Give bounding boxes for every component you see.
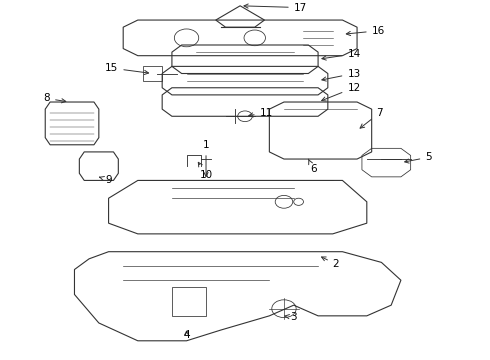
Text: 15: 15 xyxy=(105,63,148,75)
Text: 17: 17 xyxy=(244,3,307,13)
Text: 2: 2 xyxy=(321,257,339,269)
Text: 1: 1 xyxy=(203,140,209,176)
Text: 8: 8 xyxy=(44,94,66,103)
Text: 6: 6 xyxy=(308,159,317,174)
Text: 14: 14 xyxy=(322,49,361,60)
Text: 13: 13 xyxy=(322,68,361,81)
Text: 12: 12 xyxy=(321,83,361,101)
Text: 7: 7 xyxy=(360,108,383,128)
Text: 16: 16 xyxy=(346,26,385,36)
Text: 4: 4 xyxy=(183,330,190,340)
Text: 3: 3 xyxy=(285,312,297,322)
Text: 9: 9 xyxy=(99,175,112,185)
Text: 10: 10 xyxy=(198,162,213,180)
Text: 5: 5 xyxy=(405,152,432,163)
Text: 11: 11 xyxy=(249,108,273,118)
